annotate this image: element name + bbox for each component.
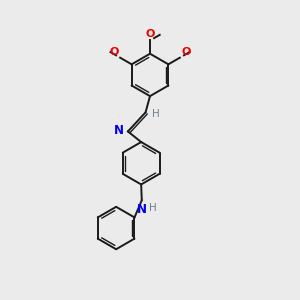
Text: N: N xyxy=(137,203,147,216)
Text: O: O xyxy=(146,29,155,39)
Text: N: N xyxy=(114,124,124,137)
Text: H: H xyxy=(152,109,160,119)
Text: H: H xyxy=(149,203,157,213)
Text: O: O xyxy=(181,47,190,57)
Text: O: O xyxy=(110,47,119,57)
